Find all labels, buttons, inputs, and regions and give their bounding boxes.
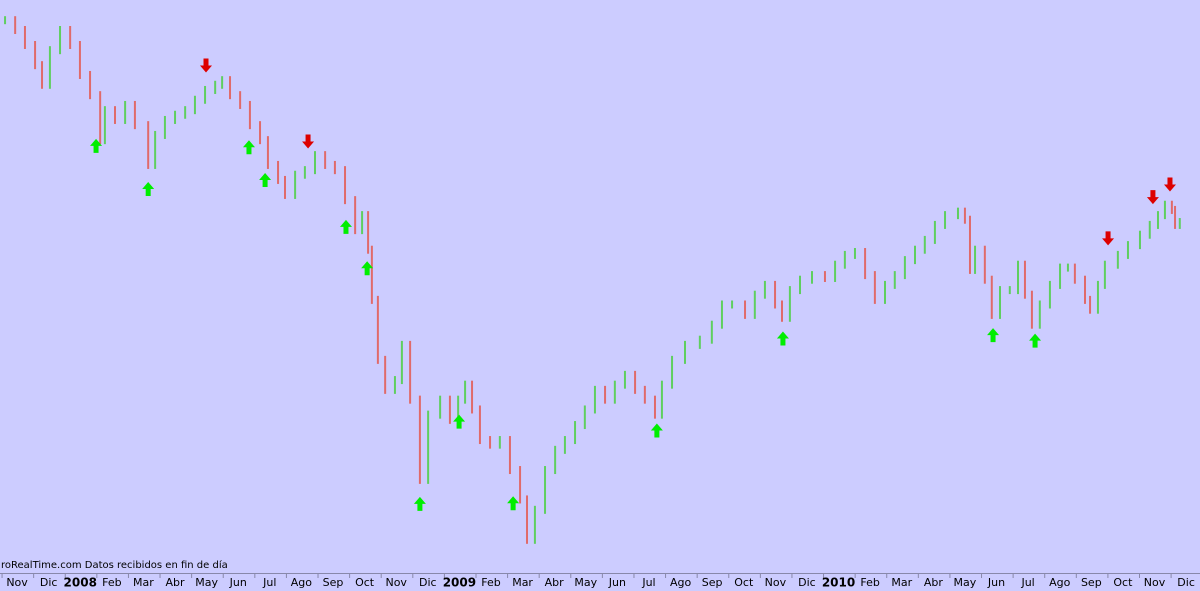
x-tick-label: Oct	[355, 576, 375, 589]
buy-arrow	[413, 496, 426, 511]
x-tick-label: May	[574, 576, 597, 589]
x-tick-label: May	[954, 576, 977, 589]
x-tick-label: Nov	[765, 576, 787, 589]
x-tick-label: Feb	[102, 576, 121, 589]
x-tick-label: Dic	[798, 576, 816, 589]
buy-arrow	[650, 423, 663, 438]
sell-arrow	[1163, 177, 1176, 192]
x-tick-label: Dic	[1177, 576, 1195, 589]
sell-arrow	[200, 58, 213, 73]
x-tick-label: Jun	[229, 576, 247, 589]
x-tick-label: 2010	[822, 576, 855, 590]
x-tick-label: Nov	[6, 576, 28, 589]
x-tick-label: Sep	[323, 576, 344, 589]
x-tick-label: Oct	[734, 576, 754, 589]
buy-arrow	[242, 140, 255, 155]
buy-arrow	[1029, 333, 1042, 348]
buy-arrow	[507, 496, 520, 511]
x-tick-label: Sep	[702, 576, 723, 589]
x-tick-label: Feb	[481, 576, 500, 589]
x-tick-label: May	[195, 576, 218, 589]
x-tick-label: Oct	[1113, 576, 1133, 589]
x-tick-label: 2008	[64, 576, 97, 590]
buy-arrow	[90, 138, 103, 153]
x-tick-label: Jul	[262, 576, 276, 589]
x-tick-label: Jul	[1020, 576, 1034, 589]
sell-arrow	[1102, 231, 1115, 246]
buy-arrow	[142, 181, 155, 196]
x-tick-label: Nov	[1144, 576, 1166, 589]
x-tick-label: Abr	[545, 576, 565, 589]
x-tick-label: Dic	[40, 576, 58, 589]
x-tick-label: Mar	[512, 576, 533, 589]
x-tick-label: Abr	[166, 576, 186, 589]
x-tick-label: Jul	[641, 576, 655, 589]
buy-arrow	[259, 173, 272, 188]
buy-arrow	[339, 219, 352, 234]
x-tick-label: Ago	[670, 576, 692, 589]
x-tick-label: Dic	[419, 576, 437, 589]
x-tick-label: 2009	[443, 576, 476, 590]
buy-arrow	[453, 414, 466, 429]
x-tick-label: Jun	[987, 576, 1005, 589]
buy-arrow	[776, 331, 789, 346]
x-tick-label: Mar	[133, 576, 154, 589]
x-tick-label: Nov	[385, 576, 407, 589]
footer: roRealTime.com Datos recibidos en fin de…	[1, 559, 228, 571]
x-tick-label: Mar	[891, 576, 912, 589]
buy-arrow	[361, 261, 374, 276]
x-tick-label: Ago	[1049, 576, 1071, 589]
sell-arrow	[302, 134, 315, 149]
x-tick-label: Feb	[860, 576, 879, 589]
x-tick-label: Sep	[1081, 576, 1102, 589]
x-tick-label: Jun	[608, 576, 626, 589]
sell-arrow	[1146, 190, 1159, 205]
buy-arrow	[987, 328, 1000, 343]
x-tick-label: Abr	[924, 576, 944, 589]
x-tick-label: Ago	[291, 576, 313, 589]
